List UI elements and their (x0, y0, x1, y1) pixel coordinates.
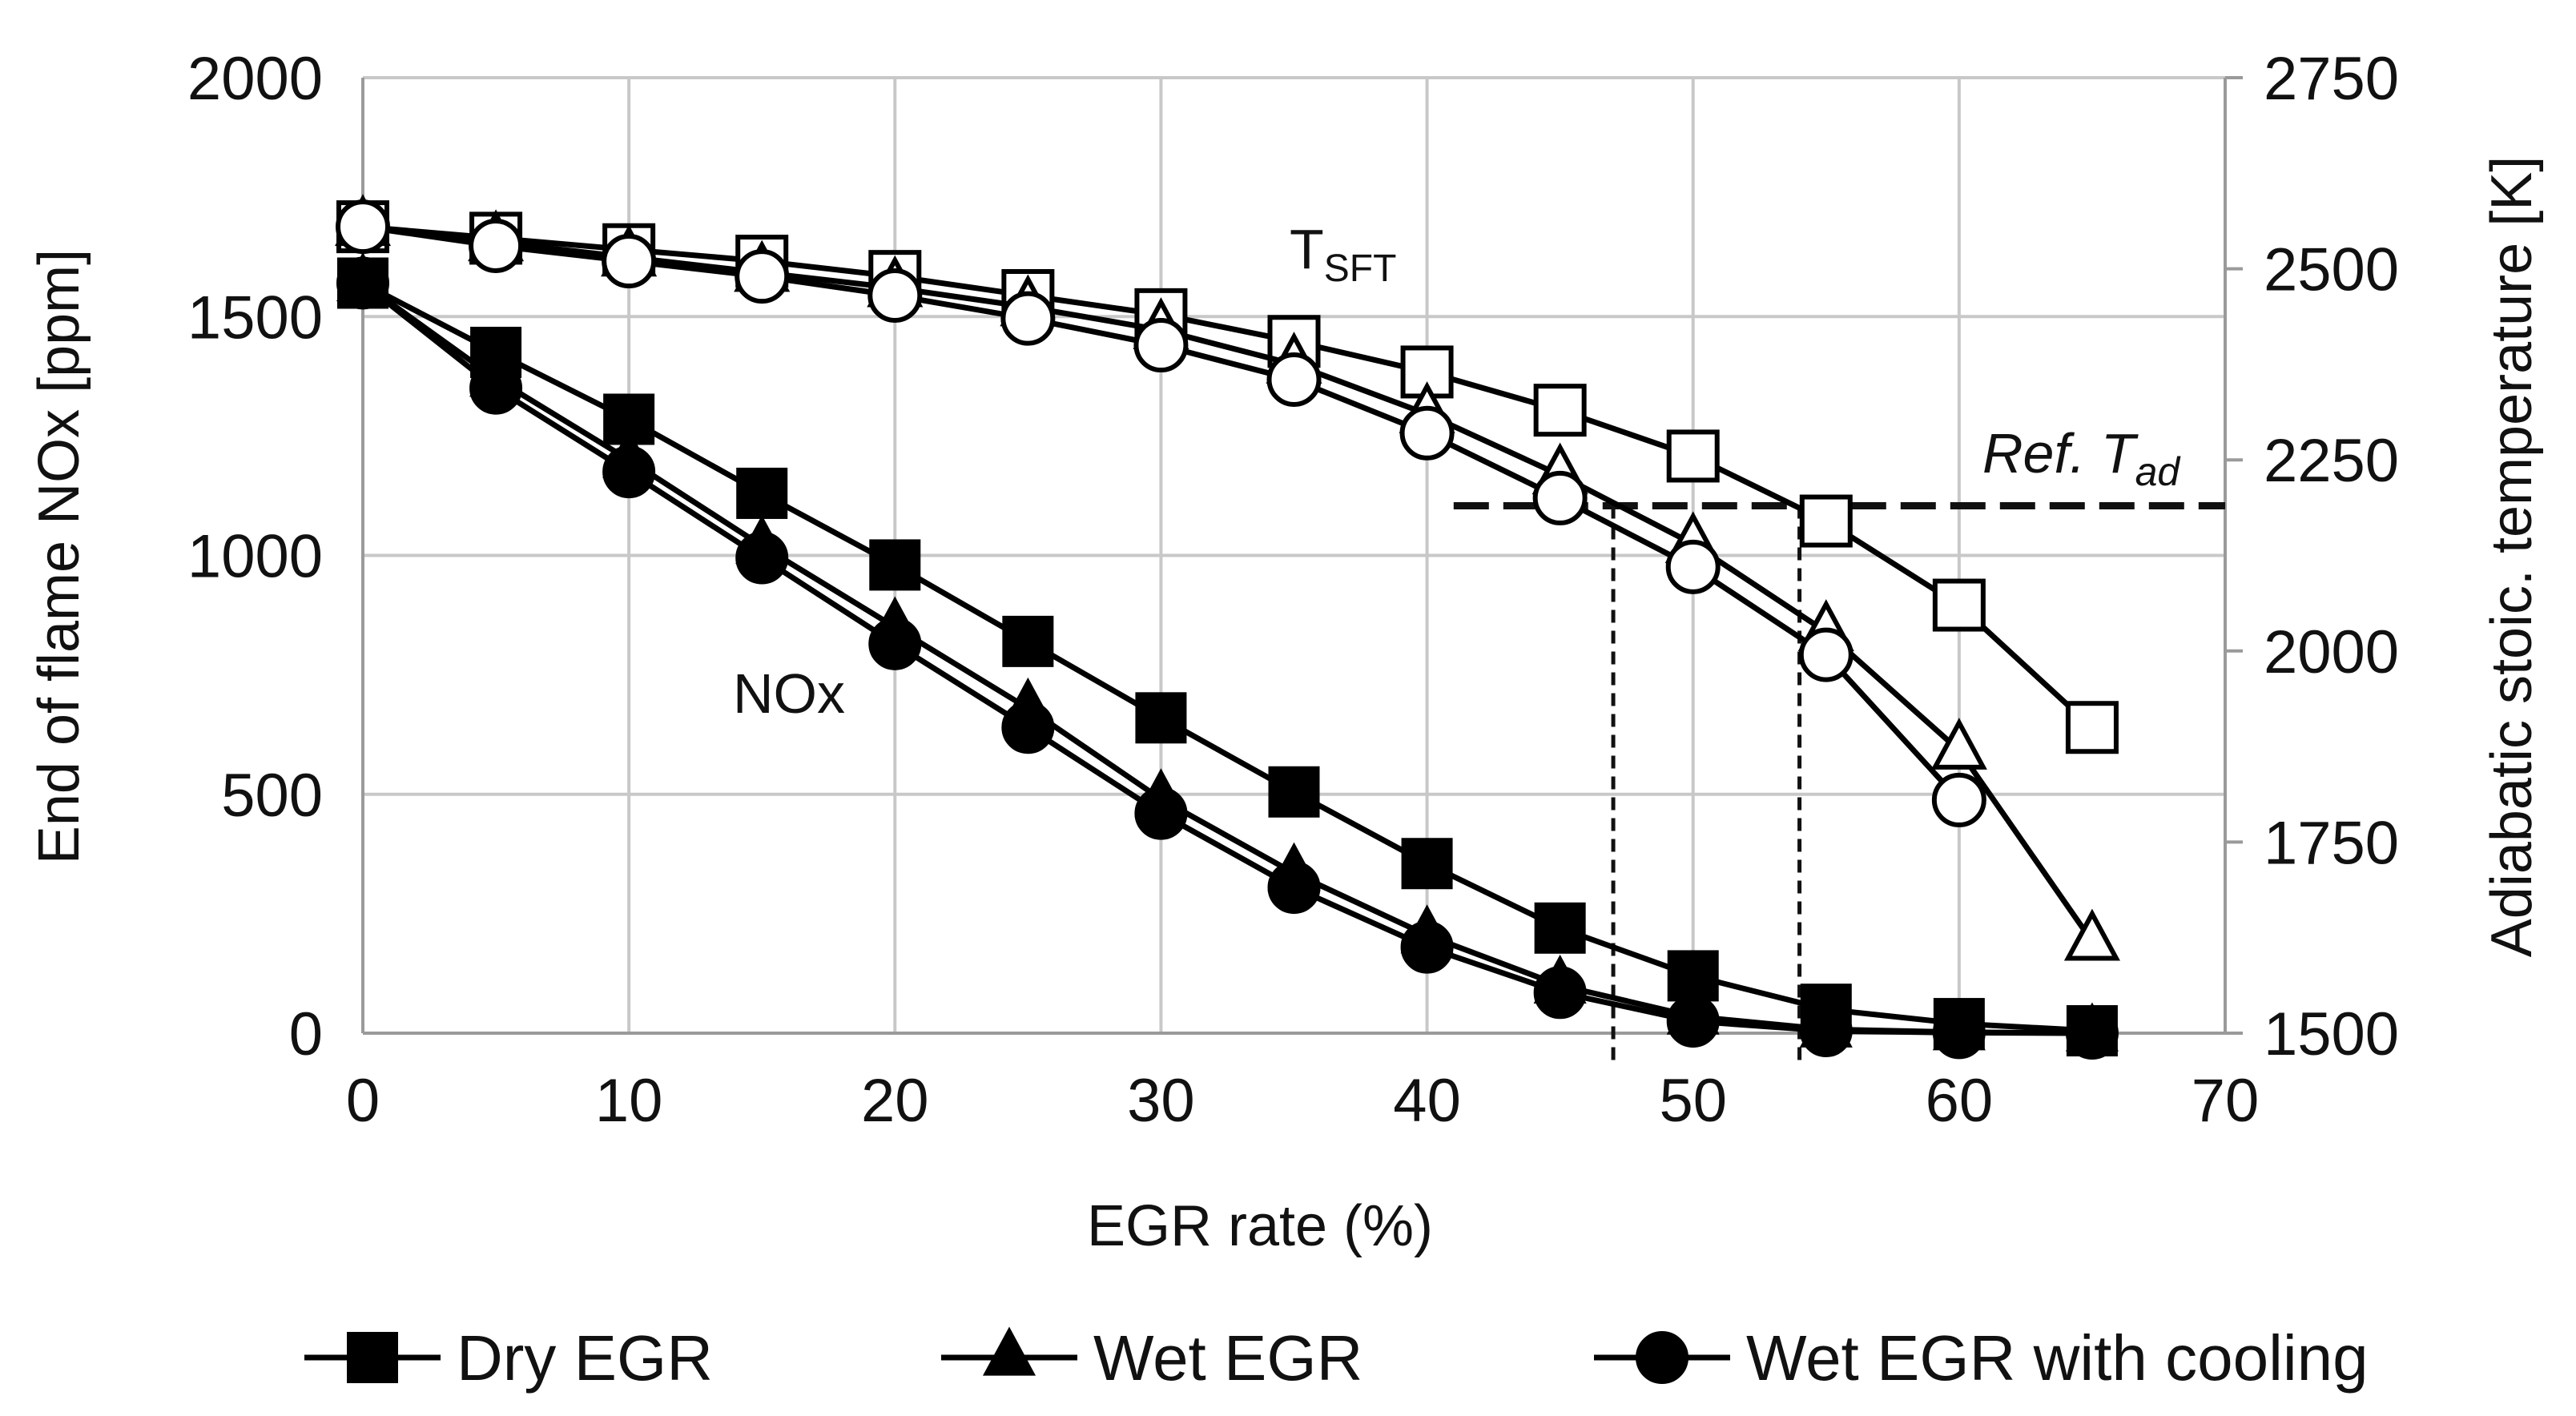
y-axis-title: End of flame NOx [ppm] (27, 249, 91, 864)
data-point (1932, 1006, 1986, 1060)
data-point (336, 256, 389, 310)
nox-annotation: NOx (733, 662, 845, 725)
data-point (1266, 352, 1322, 407)
x-tick-label: 0 (346, 1067, 380, 1135)
x-tick-label: 50 (1659, 1067, 1727, 1135)
legend-entry: Dry EGR (304, 1322, 713, 1394)
data-point (469, 361, 523, 415)
y2-tick-label: 1750 (2264, 809, 2399, 877)
x-tick-label: 40 (1393, 1067, 1461, 1135)
data-point (868, 617, 922, 670)
data-point (735, 249, 790, 304)
data-point (1930, 718, 1987, 770)
data-point (869, 539, 921, 591)
x-tick-label: 10 (595, 1067, 663, 1135)
y2-tick-label: 1500 (2264, 1000, 2399, 1068)
data-point (1002, 615, 1054, 667)
data-point (1532, 470, 1588, 525)
series-t_sft-circle (336, 199, 1986, 827)
y2-tick-label: 2500 (2264, 236, 2399, 304)
data-point (1533, 384, 1587, 437)
data-point (1666, 429, 1720, 483)
y2-tick-label: 2000 (2264, 618, 2399, 686)
data-point (336, 199, 390, 255)
y2-tick-label: 2750 (2264, 45, 2399, 113)
y2-axis-title: Adiabatic stoic. temperature [K] (2480, 156, 2544, 957)
tsft-annotation-sub: SFT (1324, 247, 1397, 290)
data-point (1401, 838, 1453, 890)
y-tick-label: 1000 (187, 523, 323, 591)
data-point (1267, 861, 1321, 915)
x-tick-label: 30 (1127, 1067, 1195, 1135)
legend-marker (347, 1332, 398, 1383)
data-point (1134, 786, 1188, 840)
data-point (867, 268, 923, 324)
data-point (469, 218, 524, 273)
x-tick-label: 70 (2192, 1067, 2260, 1135)
data-point (2065, 701, 2119, 754)
x-tick-label: 60 (1926, 1067, 1994, 1135)
legend: Dry EGR Wet EGR Wet EGR with cooling (304, 1322, 2369, 1394)
data-point (1665, 539, 1721, 594)
ref-tad-annotation-sub: ad (2135, 449, 2182, 494)
data-point (1932, 578, 1986, 632)
x-axis-title: EGR rate (%) (1087, 1194, 1433, 1258)
data-point (1133, 318, 1189, 373)
data-point (735, 531, 789, 585)
data-point (1799, 494, 1853, 548)
data-point (1135, 692, 1187, 744)
data-point (1268, 766, 1320, 818)
legend-entry: Wet EGR (941, 1322, 1362, 1394)
x-tick-label: 20 (861, 1067, 929, 1135)
data-point (736, 467, 788, 519)
axes: 0 10 20 30 40 50 60 70 0 500 1000 1500 2000 1500 1750 2… (187, 45, 2399, 1135)
data-point (602, 445, 656, 499)
data-point (1534, 902, 1586, 954)
legend-label: Dry EGR (457, 1322, 713, 1394)
data-point (1400, 920, 1454, 974)
y-tick-label: 1500 (187, 284, 323, 352)
legend-label: Wet EGR with cooling (1746, 1322, 2369, 1394)
legend-marker (1636, 1331, 1688, 1384)
data-point (2063, 908, 2120, 961)
data-point (1799, 1004, 1853, 1058)
y-tick-label: 0 (289, 1000, 323, 1068)
y-tick-label: 2000 (187, 45, 323, 113)
data-point (1399, 405, 1455, 461)
data-point (1001, 701, 1055, 754)
data-series (334, 194, 2120, 1060)
data-point (1000, 291, 1056, 346)
data-point (1533, 966, 1587, 1020)
y-tick-label: 500 (221, 762, 323, 830)
ref-tad-annotation-main: Ref. T (1982, 422, 2139, 485)
data-point (1798, 627, 1854, 682)
tsft-annotation: TSFT (1290, 218, 1396, 290)
y2-tick-label: 2250 (2264, 427, 2399, 495)
data-point (1931, 772, 1986, 827)
ref-tad-annotation: Ref. Tad (1982, 422, 2181, 494)
legend-entry: Wet EGR with cooling (1594, 1322, 2369, 1394)
data-point (1666, 995, 1720, 1048)
tsft-annotation-main: T (1290, 218, 1324, 280)
series-nox-circle (336, 256, 2119, 1060)
data-point (2065, 1007, 2119, 1060)
data-point (602, 234, 657, 289)
legend-marker (982, 1326, 1036, 1376)
legend-label: Wet EGR (1093, 1322, 1362, 1394)
